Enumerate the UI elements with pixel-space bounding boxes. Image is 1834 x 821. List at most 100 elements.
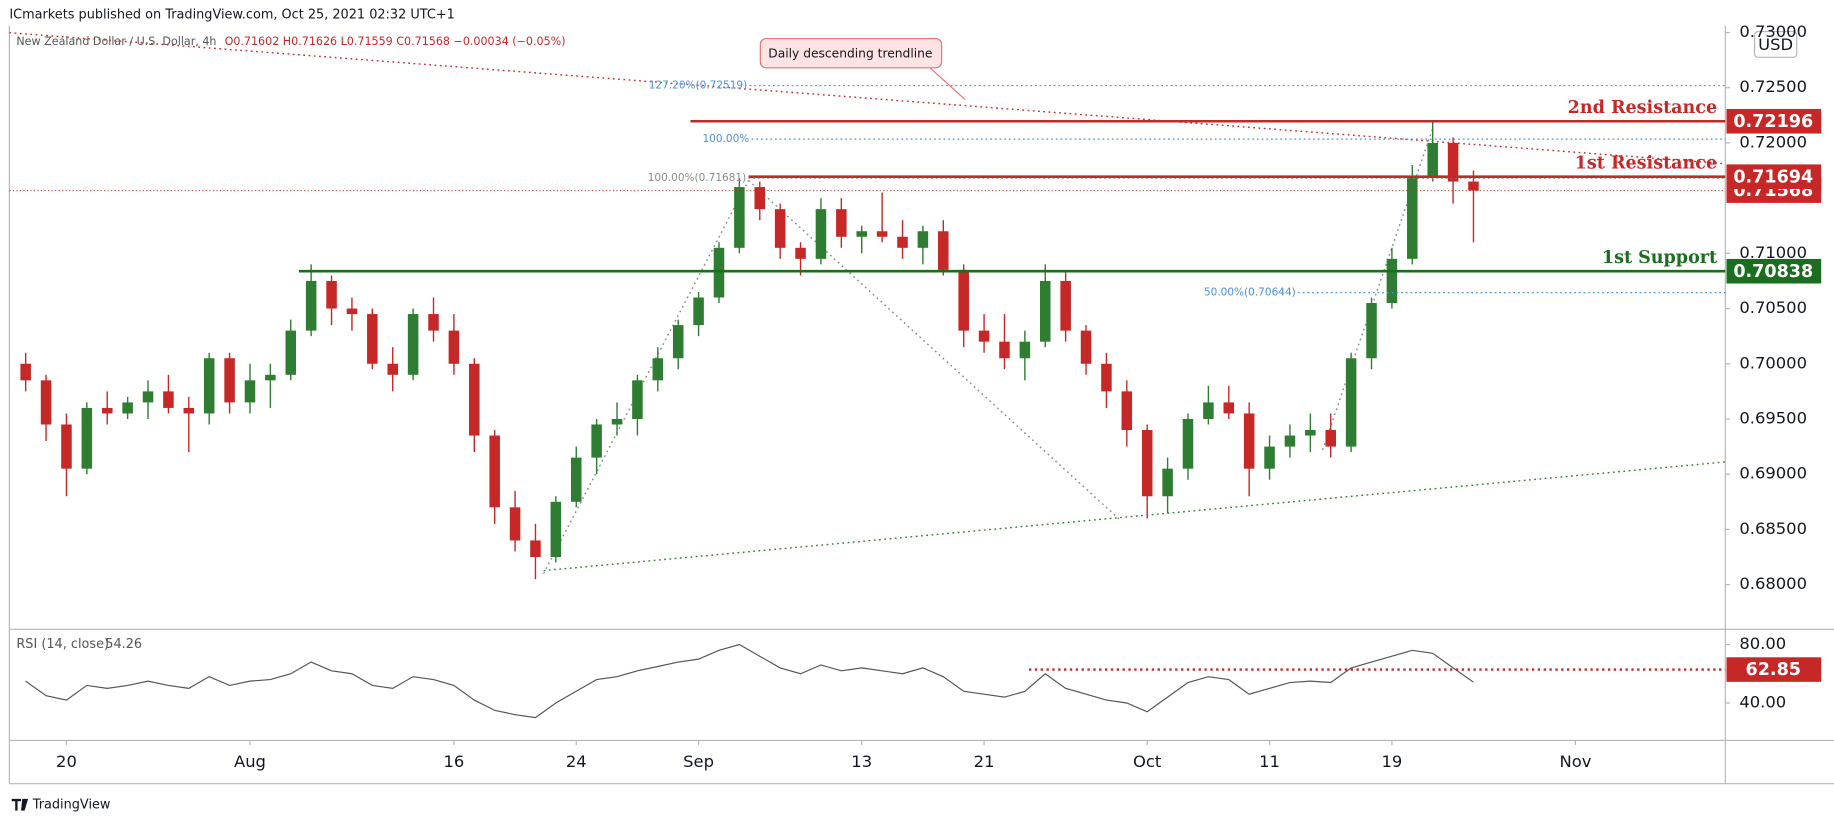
candle-body <box>163 391 174 408</box>
candle-body <box>509 507 521 541</box>
x-tick-label: Sep <box>683 752 714 771</box>
rsi-level-value: 62.85 <box>1746 660 1801 680</box>
candle-body <box>61 424 72 469</box>
y-tick-label: 0.72000 <box>1739 132 1807 151</box>
candle-body <box>407 314 419 375</box>
candle-body <box>1121 391 1133 431</box>
currency-box[interactable] <box>1753 30 1798 58</box>
candle-body <box>142 391 154 403</box>
candle-body <box>652 358 664 381</box>
candle-body <box>1101 363 1112 392</box>
candle-body <box>1325 430 1336 447</box>
candle-body <box>1203 402 1214 419</box>
candle-body <box>1182 418 1194 469</box>
candle-body <box>795 247 806 259</box>
candle-body <box>101 407 113 414</box>
x-tick-label: Aug <box>234 752 266 771</box>
candle-body <box>1366 303 1377 359</box>
candle-body <box>285 330 297 375</box>
x-tick-label: Nov <box>1559 752 1591 771</box>
currency[interactable]: USD <box>1758 35 1793 54</box>
candle-body <box>713 247 725 298</box>
y-tick-label: 0.70000 <box>1739 353 1807 372</box>
candle-body <box>897 236 908 248</box>
y-tick-label: 0.73000 <box>1739 22 1807 41</box>
candle-body <box>1243 413 1255 469</box>
candle-body <box>530 540 541 558</box>
candle-body <box>1080 330 1092 364</box>
candle-body <box>1264 446 1275 469</box>
candle-body <box>1427 142 1438 177</box>
symbol-title: New Zealand Dollar / U.S. Dollar, 4h <box>16 35 216 48</box>
candle-body <box>876 231 888 237</box>
level-label: 1st Resistance <box>1575 153 1717 173</box>
candle-body <box>81 407 93 469</box>
price-pane <box>9 31 1726 580</box>
callout-box <box>759 38 943 69</box>
candle-body <box>938 231 949 270</box>
y-tick-label: 0.69500 <box>1739 408 1807 427</box>
x-tick-label: Oct <box>1133 752 1162 771</box>
x-tick-label: 20 <box>56 752 77 771</box>
candle-body <box>1284 435 1296 447</box>
level-value: 0.70838 <box>1733 262 1813 282</box>
candle-body <box>754 187 766 210</box>
ohlc-legend: O0.71602 H0.71626 L0.71559 C0.71568 −0.0… <box>225 35 566 48</box>
candle-body <box>856 231 867 237</box>
candle-body <box>693 297 704 326</box>
level-label: 1st Support <box>1602 248 1718 268</box>
y-tick-label: 0.72500 <box>1739 77 1807 96</box>
rsi-line <box>25 643 1474 719</box>
level-box <box>1726 164 1822 189</box>
x-tick-label: 13 <box>851 752 872 771</box>
candle-body <box>244 380 256 403</box>
candle-body <box>1468 181 1479 191</box>
candle-body <box>1223 402 1235 414</box>
publisher: ICmarkets published on TradingView.com, … <box>9 8 454 23</box>
candle-body <box>1407 176 1418 259</box>
candle-body <box>1060 280 1071 331</box>
candle-body <box>1345 358 1357 447</box>
candle-body <box>1447 142 1459 182</box>
x-tick-label: 19 <box>1381 752 1402 771</box>
candle-body <box>20 363 31 381</box>
candle-body <box>367 314 378 364</box>
candle-body <box>448 330 460 364</box>
fib-label: 50.00%(0.70644) <box>1204 287 1296 299</box>
candle-body <box>1305 430 1316 436</box>
candle-body <box>978 330 990 342</box>
y-tick-label: 0.71000 <box>1739 243 1807 262</box>
rsi-title: RSI (14, close) <box>16 637 109 652</box>
candle-body <box>326 280 337 309</box>
candle-body <box>917 231 929 248</box>
level-value: 0.71694 <box>1733 167 1813 187</box>
candle-body <box>1386 258 1398 304</box>
candle-body <box>611 418 623 425</box>
fib-label: 100.00% <box>702 133 749 145</box>
candle-body <box>265 374 276 381</box>
rsi-level-box <box>1726 657 1822 682</box>
candle-body <box>1019 341 1031 359</box>
candle-body <box>203 358 215 414</box>
candle-body <box>40 380 52 425</box>
candle-body <box>672 325 684 359</box>
rsi-value: 54.26 <box>105 637 142 652</box>
candle-body <box>632 380 643 419</box>
candle-body <box>469 363 480 436</box>
candle-body <box>1141 430 1153 497</box>
candle-body <box>570 457 582 502</box>
candle-body <box>122 402 133 414</box>
candle-body <box>489 435 500 508</box>
tv-logo <box>11 798 29 811</box>
candle-body <box>734 187 745 248</box>
level-label: 2nd Resistance <box>1568 98 1717 118</box>
fib-label: 100.00%(0.71681) <box>648 172 746 184</box>
rsi-tick-label: 40.00 <box>1739 692 1786 711</box>
candle-body <box>958 269 969 331</box>
candle-body <box>815 209 827 259</box>
candle-body <box>836 209 847 237</box>
y-tick-label: 0.68000 <box>1739 574 1807 593</box>
